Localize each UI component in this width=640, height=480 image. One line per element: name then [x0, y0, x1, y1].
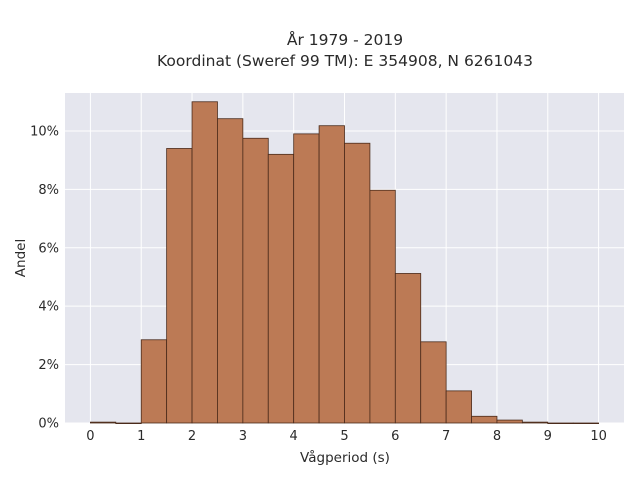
histogram-bar: [394, 273, 422, 424]
x-tick-label: 4: [290, 429, 298, 444]
histogram-bar: [369, 189, 396, 424]
x-axis-label: Vågperiod (s): [300, 449, 390, 466]
y-tick-label: 4%: [38, 300, 59, 315]
y-tick-label: 10%: [30, 124, 59, 139]
y-tick-label: 0%: [38, 417, 59, 432]
histogram-bar: [572, 422, 599, 425]
histogram-bar: [521, 421, 549, 424]
histogram-bar: [420, 341, 447, 424]
x-tick-label: 1: [137, 429, 145, 444]
y-tick-label: 6%: [38, 241, 59, 256]
histogram-bar: [90, 421, 117, 424]
histogram-bar: [140, 339, 168, 424]
x-tick-label: 5: [340, 429, 348, 444]
y-tick-labels: 0% 2% 4% 6% 8% 10%: [30, 124, 59, 431]
histogram-bar: [267, 153, 295, 424]
bars: [90, 101, 599, 425]
x-tick-label: 10: [590, 429, 607, 444]
chart-title-line-2: Koordinat (Sweref 99 TM): E 354908, N 62…: [157, 52, 533, 70]
x-tick-label: 6: [391, 429, 399, 444]
x-tick-label: 8: [493, 429, 501, 444]
histogram-bar: [115, 422, 142, 425]
histogram-bar: [242, 137, 269, 424]
x-tick-label: 7: [442, 429, 450, 444]
x-tick-label: 2: [188, 429, 196, 444]
x-tick-labels: 0 1 2 3 4 5 6 7 8 9 10: [86, 429, 607, 444]
histogram-bar: [191, 101, 218, 424]
y-axis-label: Andel: [13, 239, 29, 277]
histogram-bar: [318, 125, 345, 424]
histogram-bar: [293, 133, 320, 424]
y-tick-label: 2%: [38, 358, 59, 373]
histogram-bar: [445, 390, 472, 424]
chart-title-line-1: År 1979 - 2019: [287, 30, 403, 49]
histogram-bar: [217, 118, 244, 424]
histogram-bar: [547, 422, 574, 425]
x-tick-label: 9: [544, 429, 552, 444]
histogram-bar: [496, 419, 523, 424]
histogram-bar: [344, 142, 371, 424]
histogram-bar: [166, 148, 193, 424]
histogram-bar: [471, 415, 498, 424]
x-tick-label: 3: [239, 429, 247, 444]
y-tick-label: 8%: [38, 183, 59, 198]
x-tick-label: 0: [86, 429, 94, 444]
